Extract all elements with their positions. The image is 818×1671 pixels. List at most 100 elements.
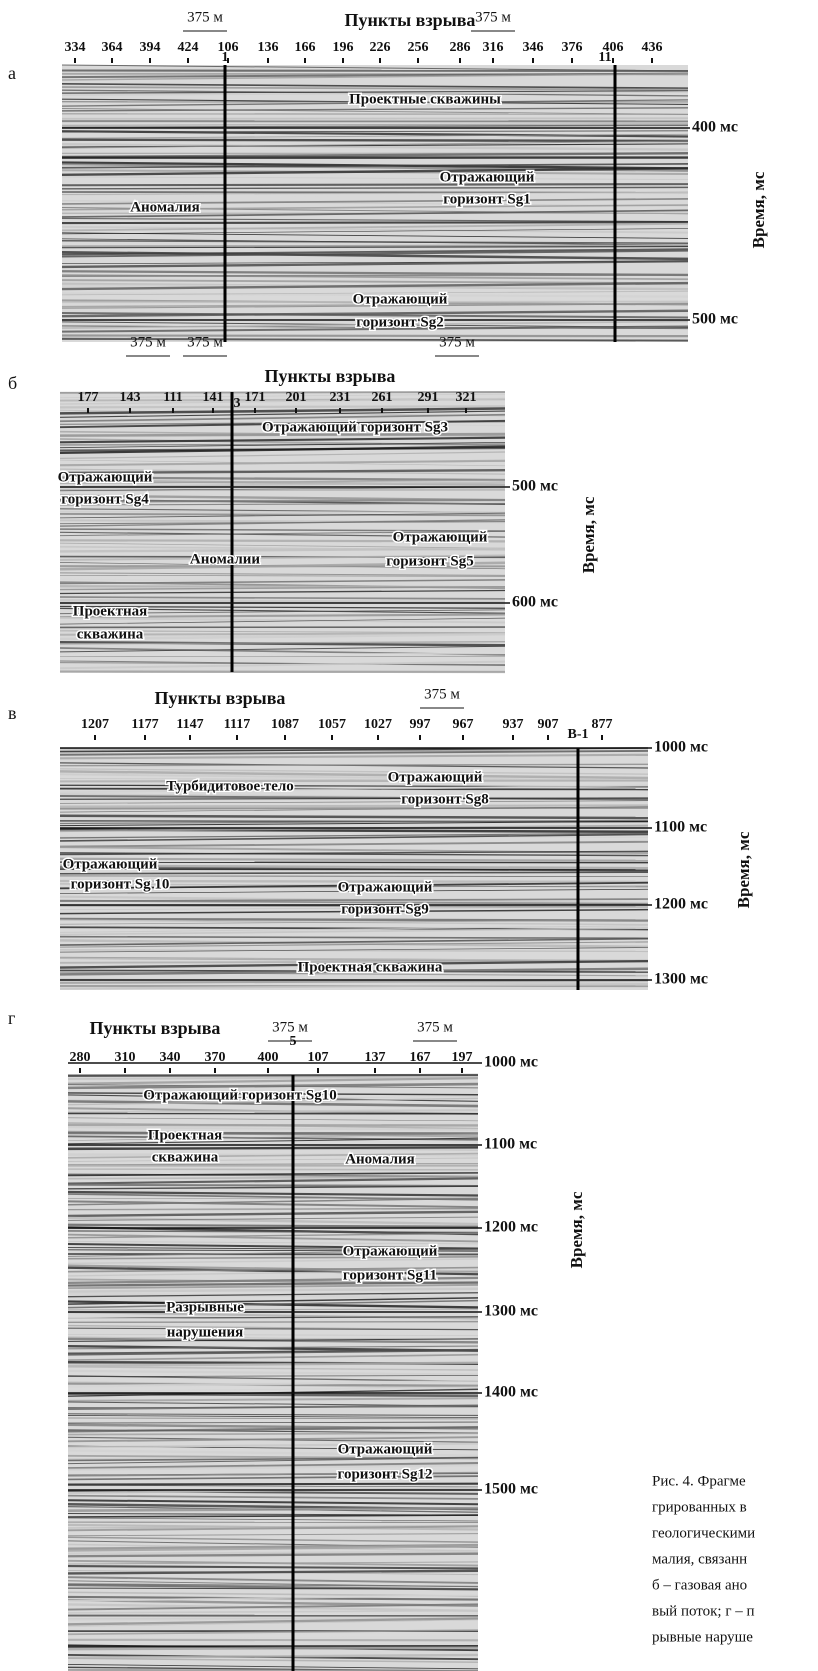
time-label: 500 мс <box>512 478 558 495</box>
reflector <box>68 1322 478 1323</box>
panel-letter: б <box>8 373 17 393</box>
reflector <box>68 1648 478 1649</box>
annotation: Проектные скважины <box>349 91 501 107</box>
time-label: 1300 мс <box>654 971 708 988</box>
shotpoint-label: 196 <box>333 40 354 55</box>
caption-line: рывные наруше <box>652 1629 753 1645</box>
reflector <box>60 406 505 407</box>
time-axis-title: Время, мс <box>579 496 598 573</box>
time-axis-title: Время, мс <box>749 171 768 248</box>
reflector <box>62 140 688 141</box>
time-label: 400 мс <box>692 119 738 136</box>
annotation: скважина <box>77 626 144 642</box>
shotpoint-label: 291 <box>418 390 439 405</box>
time-label: 1200 мс <box>654 896 708 913</box>
shotpoint-label: 1117 <box>224 717 250 732</box>
shotpoint-label: 424 <box>178 40 199 55</box>
shotpoint-label: 1147 <box>176 717 203 732</box>
well-label: В-1 <box>568 727 589 742</box>
annotation: Отражающий <box>440 169 535 185</box>
reflector <box>68 1484 478 1485</box>
shotpoint-label: 1177 <box>131 717 158 732</box>
annotation: горизонт Sg5 <box>386 553 473 569</box>
reflector <box>60 808 648 809</box>
annotation: Отражающий <box>388 769 483 785</box>
figure: аПункты взрыва375 м375 м3343643944241061… <box>0 0 818 1671</box>
time-label: 1100 мс <box>484 1136 537 1153</box>
axis-title: Пункты взрыва <box>155 688 286 708</box>
annotation: Аномалия <box>345 1151 415 1167</box>
shotpoint-label: 166 <box>295 40 316 55</box>
shotpoint-label: 376 <box>562 40 583 55</box>
well-label: 1 <box>222 50 229 65</box>
shotpoint-label: 231 <box>330 390 351 405</box>
time-label: 1300 мс <box>484 1303 538 1320</box>
shotpoint-label: 286 <box>450 40 471 55</box>
shotpoint-label: 321 <box>456 390 477 405</box>
shotpoint-label: 346 <box>523 40 544 55</box>
annotation: Отражающий <box>58 469 153 485</box>
reflector <box>68 1185 478 1186</box>
shotpoint-label: 143 <box>120 390 141 405</box>
shotpoint-label: 177 <box>78 390 99 405</box>
panel-letter: а <box>8 63 16 83</box>
scale-label: 375 м <box>439 334 475 350</box>
annotation: Проектная <box>148 1127 222 1143</box>
shotpoint-label: 1057 <box>318 717 346 732</box>
scale-label: 375 м <box>272 1019 308 1035</box>
caption-line: Рис. 4. Фрагме <box>652 1473 746 1489</box>
shotpoint-label: 261 <box>372 390 393 405</box>
reflector <box>60 512 505 513</box>
axis-title: Пункты взрыва <box>90 1018 221 1038</box>
shotpoint-label: 171 <box>245 390 266 405</box>
annotation: горизонт Sg1 <box>443 191 530 207</box>
shotpoint-label: 1087 <box>271 717 299 732</box>
annotation: Отражающий <box>338 879 433 895</box>
time-label: 1000 мс <box>654 739 708 756</box>
shotpoint-label: 141 <box>203 390 224 405</box>
reflector <box>68 1075 478 1076</box>
reflector <box>68 1646 478 1647</box>
annotation: Отражающий <box>393 529 488 545</box>
shotpoint-label: 997 <box>410 717 431 732</box>
scale-label: 375 м <box>417 1019 453 1035</box>
caption-line: грированных в <box>652 1499 747 1515</box>
well-label: 5 <box>290 1034 297 1049</box>
panel-letter: г <box>8 1008 15 1028</box>
annotation: горизонт Sg2 <box>356 314 443 330</box>
caption-line: геологическими <box>652 1525 755 1541</box>
scale-label: 375 м <box>187 334 223 350</box>
annotation: горизонт Sg8 <box>401 791 488 807</box>
reflector <box>68 1309 478 1310</box>
time-label: 1100 мс <box>654 819 707 836</box>
annotation: Отражающий горизонт Sg3 <box>262 419 448 435</box>
time-label: 1200 мс <box>484 1219 538 1236</box>
panel-letter: в <box>8 703 17 723</box>
annotation: Проектная скважина <box>298 959 443 975</box>
reflector <box>60 805 648 806</box>
annotation: горизонт Sg9 <box>341 901 428 917</box>
annotation: Отражающий <box>63 856 158 872</box>
shotpoint-label: 1207 <box>81 717 109 732</box>
shotpoint-label: 877 <box>592 717 613 732</box>
well-label: 3 <box>234 396 241 411</box>
shotpoint-label: 907 <box>538 717 559 732</box>
time-label: 1000 мс <box>484 1054 538 1071</box>
time-axis-title: Время, мс <box>567 1191 586 1268</box>
shotpoint-label: 394 <box>140 40 161 55</box>
axis-title: Пункты взрыва <box>345 10 476 30</box>
annotation: скважина <box>152 1149 219 1165</box>
reflector <box>62 184 688 185</box>
time-label: 500 мс <box>692 311 738 328</box>
annotation: Отражающий <box>338 1441 433 1457</box>
shotpoint-label: 436 <box>642 40 663 55</box>
shotpoint-label: 1027 <box>364 717 392 732</box>
reflector <box>62 118 688 119</box>
shotpoint-label: 334 <box>65 40 86 55</box>
shotpoint-label: 111 <box>163 390 182 405</box>
shotpoint-label: 967 <box>453 717 474 732</box>
time-label: 1400 мс <box>484 1384 538 1401</box>
reflector <box>68 1147 478 1148</box>
scale-label: 375 м <box>187 9 223 25</box>
reflector <box>60 781 648 782</box>
